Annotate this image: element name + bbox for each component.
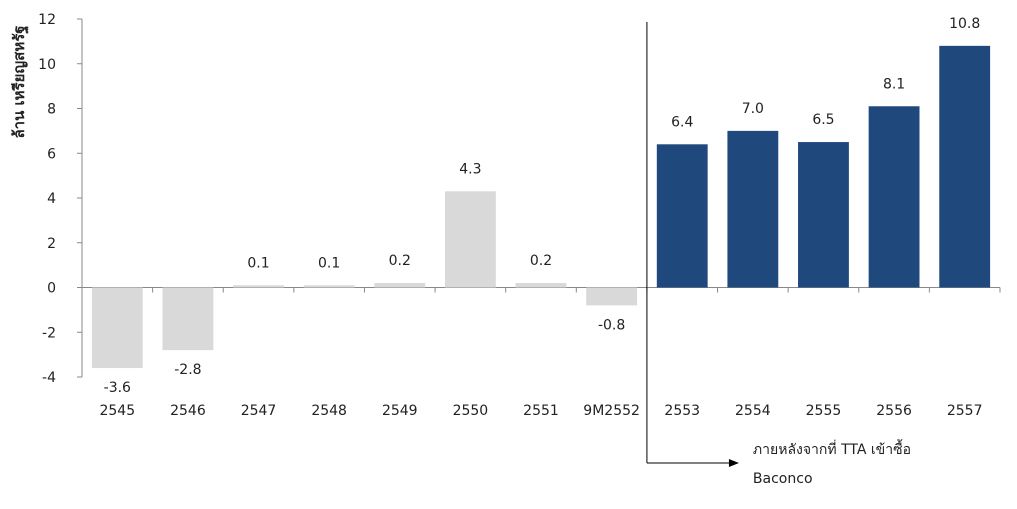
x-tick-label: 2554: [735, 403, 771, 419]
bar-2557: [939, 45, 991, 288]
data-label-9M2552: -0.8: [598, 317, 625, 333]
data-label-2547: 0.1: [247, 255, 269, 271]
x-tick-label: 2556: [876, 403, 912, 419]
bar-2546: [162, 287, 214, 351]
data-label-2554: 7.0: [742, 101, 764, 117]
annotation-text-line2: Baconco: [753, 471, 813, 487]
y-tick-label: 12: [38, 12, 56, 28]
data-label-2546: -2.8: [174, 362, 201, 378]
bar-2554: [727, 130, 779, 288]
x-tick-label: 2545: [99, 403, 135, 419]
bar-2547: [233, 285, 284, 288]
bar-2548: [303, 285, 355, 288]
x-tick-label: 2555: [806, 403, 842, 419]
y-tick-label: -2: [42, 325, 56, 341]
y-tick-label: 0: [47, 281, 56, 297]
data-label-2548: 0.1: [318, 255, 340, 271]
bar-2556: [868, 106, 920, 288]
data-labels: 2545 -3.6 2546 -2.8 2547 0.1 2548 0.1 2549 0.2 255…: [99, 16, 982, 419]
data-label-2549: 0.2: [389, 253, 411, 269]
bar-9M2552: [586, 287, 638, 306]
y-tick-label: 2: [47, 236, 56, 252]
y-tick-label: 10: [38, 57, 56, 73]
bar-2549: [374, 283, 426, 288]
annotation-text-line1: ภายหลังจากที่ TTA เข้าซื้อ: [753, 439, 911, 458]
annotation: ภายหลังจากที่ TTA เข้าซื้อ Baconco: [646, 22, 911, 487]
data-label-2553: 6.4: [671, 114, 693, 130]
data-label-2545: -3.6: [104, 380, 131, 396]
y-tick-label: 6: [47, 146, 56, 162]
y-tick-label: 8: [47, 102, 56, 118]
bar-2551: [515, 283, 567, 288]
y-tick-label: 4: [47, 191, 56, 207]
data-label-2556: 8.1: [883, 76, 905, 92]
data-label-2555: 6.5: [812, 112, 834, 128]
y-tick-label: -4: [42, 370, 56, 386]
bar-2555: [798, 142, 849, 288]
x-tick-label: 2548: [311, 403, 347, 419]
x-tick-label: 2553: [664, 403, 700, 419]
bars: [91, 45, 991, 369]
x-tick-label: 2550: [453, 403, 489, 419]
annotation-arrow-head: [728, 459, 739, 467]
x-tick-label: 9M2552: [583, 403, 640, 419]
x-tick-label: 2551: [523, 403, 559, 419]
y-axis-label: ล้าน เหรียญสหรัฐ: [10, 25, 29, 138]
bar-2550: [444, 191, 496, 288]
bar-2553: [656, 144, 708, 288]
data-label-2551: 0.2: [530, 253, 552, 269]
data-label-2550: 4.3: [459, 161, 481, 177]
bar-2545: [91, 287, 143, 369]
x-tick-label: 2557: [947, 403, 983, 419]
data-label-2557: 10.8: [949, 16, 980, 32]
x-tick-label: 2546: [170, 403, 206, 419]
x-tick-label: 2547: [241, 403, 277, 419]
x-tick-label: 2549: [382, 403, 418, 419]
